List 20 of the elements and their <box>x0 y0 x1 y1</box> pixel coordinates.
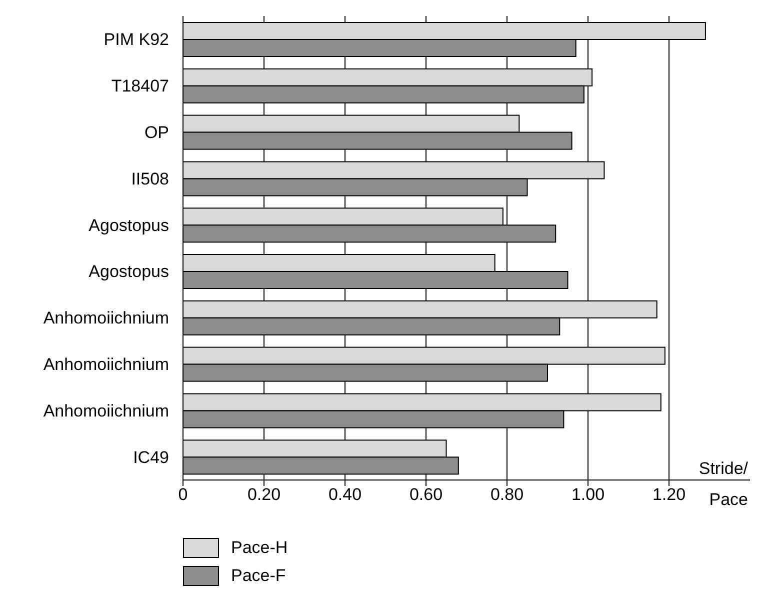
y-tick-label: T18407 <box>111 76 169 96</box>
x-tick-label: 0.20 <box>247 485 281 504</box>
y-tick-label: II508 <box>131 169 169 188</box>
legend-label: Pace-H <box>231 538 288 558</box>
x-axis-title: Stride/ Pace <box>698 459 748 509</box>
y-tick-label: Anhomoiichnium <box>43 308 169 328</box>
x-tick-label: 0 <box>178 485 188 504</box>
y-tick-label: Anhomoiichnium <box>43 355 169 374</box>
x-tick-label: 0.60 <box>409 485 443 504</box>
y-tick-label: IC49 <box>133 448 169 467</box>
legend-label: Pace-F <box>231 566 286 586</box>
x-tick-label: 1.20 <box>652 485 686 504</box>
y-tick-label: Agostopus <box>88 216 169 235</box>
x-tick-label: 0.40 <box>328 485 362 504</box>
x-tick-label: 0.80 <box>490 485 524 504</box>
y-tick-label: PIM K92 <box>104 30 169 50</box>
x-tick-label: 1.00 <box>571 485 605 504</box>
y-tick-label: Agostopus <box>88 262 169 282</box>
y-tick-label: OP <box>144 123 169 142</box>
y-tick-label: Anhomoiichnium <box>43 401 169 420</box>
